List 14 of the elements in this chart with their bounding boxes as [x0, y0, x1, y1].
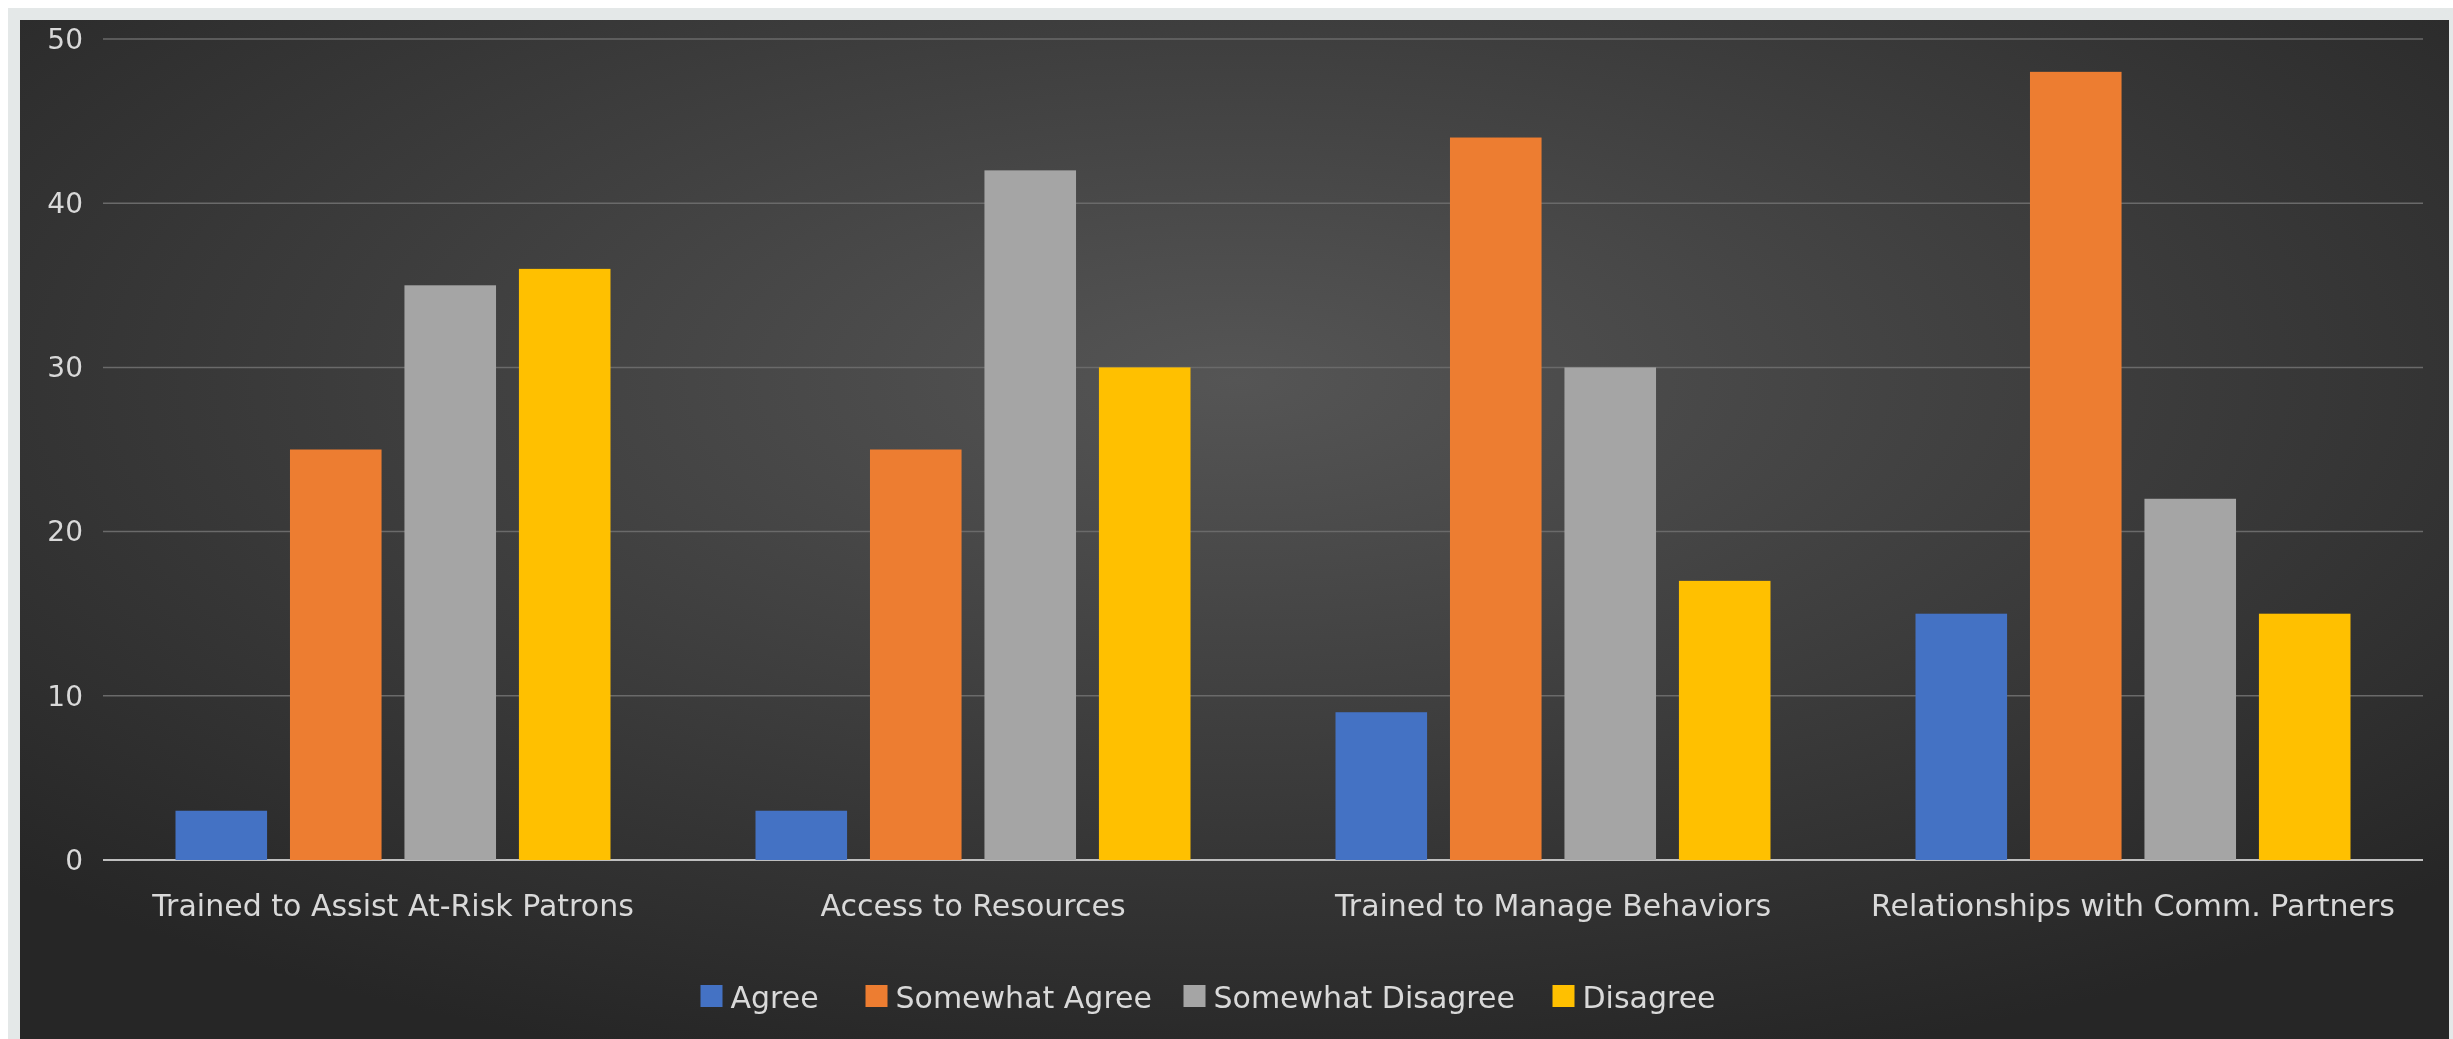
legend-label: Somewhat Disagree: [1213, 979, 1515, 1015]
legend-label: Disagree: [1582, 979, 1716, 1015]
legend-label: Agree: [730, 979, 819, 1015]
y-tick-label: 0: [65, 843, 83, 877]
x-tick-label: Relationships with Comm. Partners: [1871, 888, 2395, 923]
x-tick-label: Trained to Manage Behaviors: [1333, 888, 1772, 923]
y-tick-label: 30: [47, 351, 83, 385]
legend-label: Somewhat Agree: [895, 979, 1152, 1015]
y-tick-label: 20: [47, 515, 83, 549]
x-tick-label: Trained to Assist At-Risk Patrons: [151, 888, 634, 923]
y-tick-label: 40: [47, 187, 83, 220]
x-tick-label: Access to Resources: [820, 888, 1126, 923]
y-tick-label: 50: [47, 22, 83, 56]
y-tick-label: 10: [47, 679, 83, 713]
